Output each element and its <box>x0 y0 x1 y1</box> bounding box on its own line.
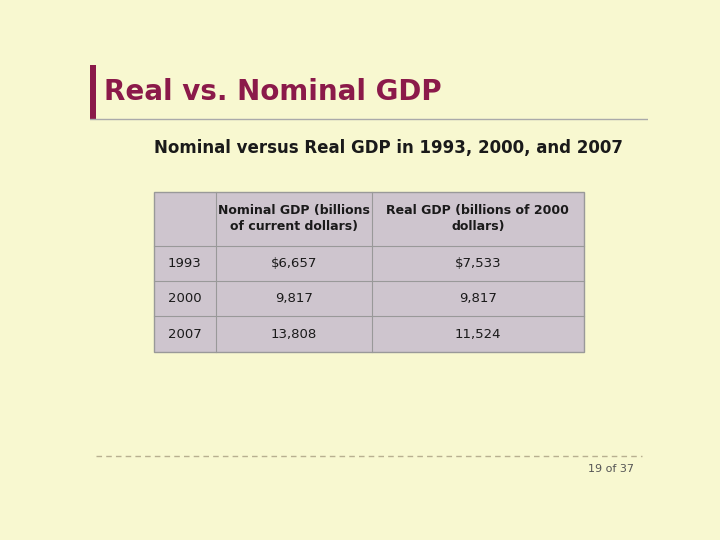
Text: $6,657: $6,657 <box>271 257 317 270</box>
Text: Real vs. Nominal GDP: Real vs. Nominal GDP <box>104 78 441 106</box>
Text: 2000: 2000 <box>168 292 202 305</box>
Text: Nominal versus Real GDP in 1993, 2000, and 2007: Nominal versus Real GDP in 1993, 2000, a… <box>154 139 624 157</box>
Text: Real GDP (billions of 2000
dollars): Real GDP (billions of 2000 dollars) <box>387 204 570 233</box>
Text: 2007: 2007 <box>168 328 202 341</box>
Text: 9,817: 9,817 <box>459 292 497 305</box>
Text: 11,524: 11,524 <box>454 328 501 341</box>
Text: $7,533: $7,533 <box>454 257 501 270</box>
FancyBboxPatch shape <box>90 65 96 119</box>
FancyBboxPatch shape <box>154 192 584 352</box>
Text: 19 of 37: 19 of 37 <box>588 464 634 474</box>
Text: 13,808: 13,808 <box>271 328 317 341</box>
Text: 9,817: 9,817 <box>275 292 312 305</box>
Text: Nominal GDP (billions
of current dollars): Nominal GDP (billions of current dollars… <box>217 204 369 233</box>
Text: 1993: 1993 <box>168 257 202 270</box>
